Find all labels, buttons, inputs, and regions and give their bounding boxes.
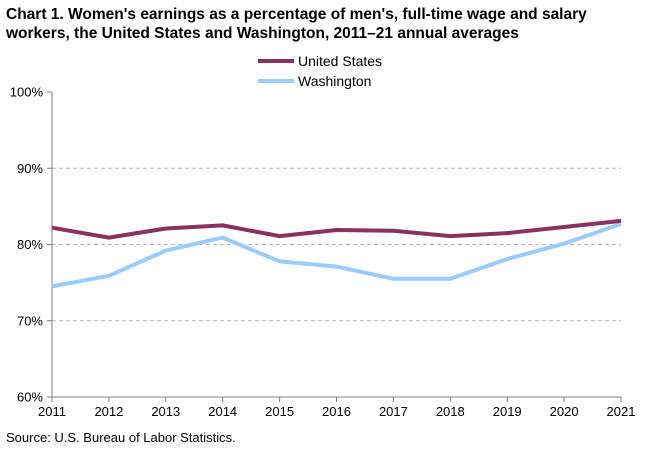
- x-tick-label-2019: 2019: [493, 404, 522, 419]
- legend-label-united-states: United States: [298, 53, 382, 69]
- x-tick-label-2014: 2014: [208, 404, 237, 419]
- chart-title-line-1: Chart 1. Women's earnings as a percentag…: [6, 6, 587, 23]
- series-line-washington: [51, 222, 622, 289]
- x-tick-label-2012: 2012: [94, 404, 123, 419]
- x-tick-label-2011: 2011: [38, 404, 66, 419]
- x-tick-label-2021: 2021: [607, 404, 636, 419]
- series-line-united-states: [51, 218, 622, 240]
- legend-label-washington: Washington: [298, 73, 371, 89]
- x-tick-label-2015: 2015: [265, 404, 294, 419]
- x-tick-label-2016: 2016: [322, 404, 351, 419]
- y-tick-label-100: 100%: [10, 85, 44, 100]
- y-tick-label-80: 80%: [17, 237, 43, 252]
- x-tick-label-2017: 2017: [379, 404, 408, 419]
- source-note: Source: U.S. Bureau of Labor Statistics.: [6, 430, 236, 445]
- chart-title-line-2: workers, the United States and Washingto…: [6, 25, 519, 42]
- y-tick-label-70: 70%: [17, 313, 43, 328]
- x-tick-label-2013: 2013: [151, 404, 180, 419]
- chart-title: Chart 1. Women's earnings as a percentag…: [6, 5, 641, 43]
- y-tick-label-90: 90%: [17, 161, 43, 176]
- x-tick-label-2020: 2020: [550, 404, 579, 419]
- x-tick-label-2018: 2018: [436, 404, 465, 419]
- y-tick-label-60: 60%: [17, 390, 43, 405]
